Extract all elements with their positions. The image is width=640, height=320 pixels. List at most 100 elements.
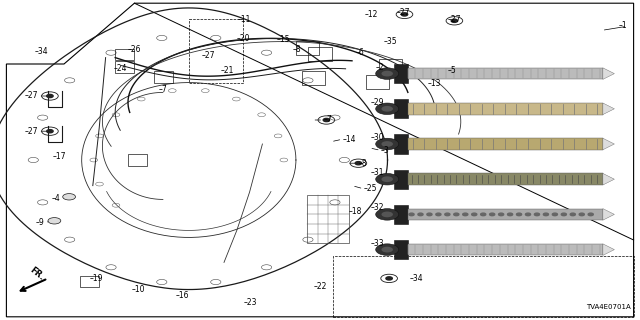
Bar (408, 244, 603, 255)
Circle shape (472, 213, 477, 216)
Circle shape (47, 94, 53, 98)
Circle shape (376, 138, 399, 150)
Text: –15: –15 (276, 36, 290, 44)
Circle shape (525, 213, 531, 216)
Bar (408, 68, 603, 79)
Bar (307, 195, 349, 243)
Bar (394, 205, 408, 224)
Circle shape (381, 212, 393, 217)
Circle shape (445, 213, 450, 216)
Circle shape (561, 213, 566, 216)
Bar (302, 71, 325, 85)
Circle shape (381, 247, 393, 252)
Circle shape (543, 213, 548, 216)
Circle shape (516, 213, 522, 216)
Polygon shape (603, 68, 614, 79)
Text: –22: –22 (314, 282, 327, 291)
Bar (80, 276, 99, 287)
Polygon shape (603, 103, 614, 115)
Circle shape (570, 213, 575, 216)
Bar (154, 71, 173, 83)
Circle shape (454, 213, 459, 216)
Circle shape (436, 213, 441, 216)
Circle shape (409, 213, 414, 216)
Text: TVA4E0701A: TVA4E0701A (586, 304, 630, 310)
Circle shape (376, 209, 399, 220)
Circle shape (499, 213, 504, 216)
Text: –10: –10 (131, 285, 145, 294)
Text: –26: –26 (128, 45, 141, 54)
Text: –14: –14 (342, 135, 356, 144)
Circle shape (381, 176, 393, 182)
Text: –16: –16 (176, 292, 189, 300)
Circle shape (418, 213, 423, 216)
Circle shape (63, 194, 76, 200)
Bar (394, 134, 408, 154)
Text: –27: –27 (25, 127, 38, 136)
Circle shape (47, 130, 53, 133)
Bar (366, 75, 389, 89)
Text: –3: –3 (381, 146, 390, 155)
Bar (394, 240, 408, 259)
Circle shape (508, 213, 513, 216)
Circle shape (427, 213, 432, 216)
Text: –12: –12 (365, 10, 378, 19)
Text: –27: –27 (202, 52, 215, 60)
Text: –33: –33 (371, 239, 384, 248)
Circle shape (323, 118, 330, 122)
Polygon shape (603, 173, 614, 185)
Bar (379, 59, 402, 73)
Circle shape (386, 277, 392, 280)
Text: –5: –5 (448, 66, 457, 75)
Text: –20: –20 (237, 34, 250, 43)
Bar (408, 173, 603, 185)
Circle shape (463, 213, 468, 216)
Bar (408, 138, 603, 150)
Bar (128, 154, 147, 166)
Text: –7: –7 (159, 85, 168, 94)
Text: –21: –21 (221, 66, 234, 75)
Text: –17: –17 (52, 152, 66, 161)
Circle shape (381, 106, 393, 112)
Text: –32: –32 (371, 204, 384, 212)
Text: –25: –25 (364, 184, 377, 193)
Text: –7: –7 (323, 116, 332, 124)
Circle shape (490, 213, 495, 216)
Circle shape (376, 103, 399, 115)
Circle shape (481, 213, 486, 216)
Bar (115, 61, 134, 73)
Text: –23: –23 (243, 298, 257, 307)
Bar (115, 49, 134, 60)
Text: –29: –29 (371, 98, 384, 107)
Text: –4: –4 (52, 194, 61, 203)
Text: –1: –1 (619, 21, 627, 30)
Bar (308, 47, 332, 61)
Text: –31: –31 (371, 168, 384, 177)
Text: –2: –2 (376, 63, 384, 72)
Circle shape (355, 162, 362, 165)
Text: –8: –8 (358, 159, 367, 168)
Text: –8: –8 (292, 45, 301, 54)
Text: –34: –34 (410, 274, 423, 283)
Bar (296, 41, 319, 55)
Text: –13: –13 (428, 79, 441, 88)
Text: –11: –11 (238, 15, 252, 24)
Circle shape (376, 173, 399, 185)
Circle shape (588, 213, 593, 216)
Text: FR.: FR. (28, 266, 46, 282)
Polygon shape (603, 209, 614, 220)
Text: –27: –27 (25, 92, 38, 100)
Text: –6: –6 (355, 48, 364, 57)
Circle shape (534, 213, 540, 216)
Bar (394, 99, 408, 118)
Circle shape (48, 218, 61, 224)
Text: –18: –18 (349, 207, 362, 216)
Circle shape (376, 68, 399, 79)
Polygon shape (603, 244, 614, 255)
Circle shape (401, 13, 408, 16)
Text: –24: –24 (113, 64, 127, 73)
Circle shape (552, 213, 557, 216)
Text: –30: –30 (371, 133, 384, 142)
Bar (408, 103, 603, 115)
Text: –27: –27 (397, 8, 410, 17)
